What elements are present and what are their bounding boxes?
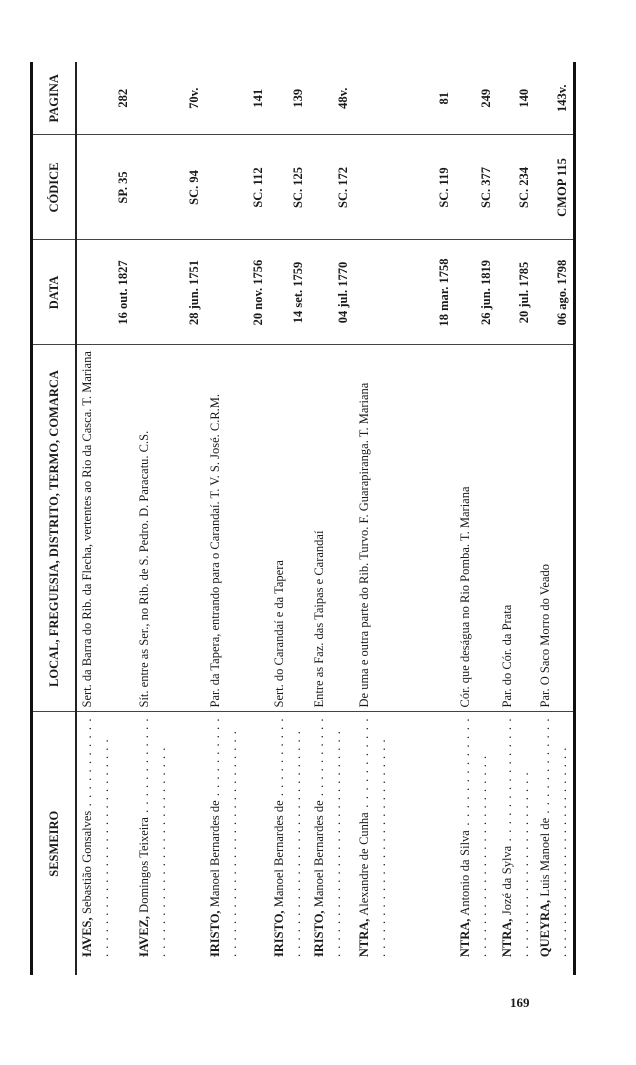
cell-local: Par. O Saco Morro do Veado (535, 345, 575, 712)
sesmeiro-surname: CHAVEZ, (137, 916, 151, 957)
cell-sesmeiro: CHRISTO, Manoel Bernardes de (269, 712, 309, 975)
sesmeiro-surname: CHRISTO, (208, 910, 222, 957)
cell-pagina: 139 (269, 62, 309, 135)
sesmeiro-surname: CIQUEYRA, (538, 899, 552, 957)
sesmeiro-surname: CINTRA, (458, 918, 472, 957)
sesmeiro-given-names: Manoel Bernardes de (272, 800, 286, 908)
cell-codice: SC. 119 (354, 135, 455, 240)
cell-pagina: 81 (354, 62, 455, 135)
cell-data: 16 out. 1827 (76, 240, 134, 345)
cell-local: Sert. da Barra do Rib. da Flecha, verten… (76, 345, 134, 712)
sesmeiro-surname: CINTRA, (500, 918, 514, 957)
cell-local: Cór. que deságua no Rio Pomba. T. Marian… (455, 345, 497, 712)
cell-pagina: 140 (497, 62, 535, 135)
cell-pagina: 249 (455, 62, 497, 135)
cell-codice: SC. 377 (455, 135, 497, 240)
sesmeiro-surname: CHAVES, (80, 917, 94, 957)
sesmeiro-given-names: Alexandre de Cunha (357, 812, 371, 916)
table-row: CINTRA, Jozé da SylvaPar. do Cór. da Pra… (497, 62, 535, 975)
header-row: SESMEIRO LOCAL, FREGUESIA, DISTRITO, TER… (31, 62, 76, 975)
cell-sesmeiro: CINTRA, Jozé da Sylva (497, 712, 535, 975)
cell-local: De uma e outra parte do Rib. Turvo. F. G… (354, 345, 455, 712)
sesmeiro-given-names: Domingos Teixeira (137, 817, 151, 913)
cell-codice: SC. 125 (269, 135, 309, 240)
table-row: CHRISTO, Manoel Bernardes deEntre as Faz… (309, 62, 354, 975)
cell-codice: SP. 35 (76, 135, 134, 240)
table-row: CHRISTO, Manoel Bernardes deSert. do Car… (269, 62, 309, 975)
cell-data: 06 ago. 1798 (535, 240, 575, 345)
cell-data: 14 set. 1759 (269, 240, 309, 345)
cell-codice: SC. 94 (134, 135, 205, 240)
cell-codice: SC. 172 (309, 135, 354, 240)
table-row: CINTRA, Alexandre de CunhaDe uma e outra… (354, 62, 455, 975)
cell-codice: CMOP 115 (535, 135, 575, 240)
sesmeiro-surname: CHRISTO, (312, 910, 326, 957)
header-codice: CÓDICE (31, 135, 76, 240)
sesmeiro-surname: CINTRA, (357, 918, 371, 957)
cell-codice: SC. 112 (205, 135, 269, 240)
sesmeiro-given-names: Luis Manoel de (538, 817, 552, 897)
cell-sesmeiro: CIQUEYRA, Luis Manoel de (535, 712, 575, 975)
cell-data: 18 mar. 1758 (354, 240, 455, 345)
page-number: 169 (510, 995, 530, 1010)
cell-local: Entre as Faz. das Taipas e Carandaí (309, 345, 354, 712)
cell-sesmeiro: CHRISTO, Manoel Bernardes de (205, 712, 269, 975)
header-data: DATA (31, 240, 76, 345)
table-row: CHRISTO, Manoel Bernardes dePar. da Tape… (205, 62, 269, 975)
cell-local: Par. do Cór. da Prata (497, 345, 535, 712)
cell-pagina: 70v. (134, 62, 205, 135)
cell-sesmeiro: CINTRA, Antonio da Silva (455, 712, 497, 975)
table-row: CHAVEZ, Domingos TeixeiraSít. entre as S… (134, 62, 205, 975)
sesmeiro-given-names: Manoel Bernardes de (312, 800, 326, 908)
cell-data: 20 nov. 1756 (205, 240, 269, 345)
sesmeiro-surname: CHRISTO, (272, 910, 286, 957)
cell-data: 26 jun. 1819 (455, 240, 497, 345)
sesmeiro-given-names: Jozé da Sylva (500, 845, 514, 916)
sesmeiro-given-names: Sebastião Gonsalves (80, 810, 94, 915)
cell-codice: SC. 234 (497, 135, 535, 240)
cell-sesmeiro: CHAVES, Sebastião Gonsalves (76, 712, 134, 975)
header-sesmeiro: SESMEIRO (31, 712, 76, 975)
cell-sesmeiro: CHAVEZ, Domingos Teixeira (134, 712, 205, 975)
cell-pagina: 141 (205, 62, 269, 135)
cell-sesmeiro: CINTRA, Alexandre de Cunha (354, 712, 455, 975)
cell-data: 28 jun. 1751 (134, 240, 205, 345)
cell-sesmeiro: CHRISTO, Manoel Bernardes de (309, 712, 354, 975)
sesmeiro-given-names: Antonio da Silva (458, 830, 472, 916)
cell-local: Par. da Tapera, entrando para o Carandaí… (205, 345, 269, 712)
cell-pagina: 48v. (309, 62, 354, 135)
cell-local: Sít. entre as Ser., no Rib. de S. Pedro.… (134, 345, 205, 712)
cell-local: Sert. do Carandaí e da Tapera (269, 345, 309, 712)
table-row: CINTRA, Antonio da SilvaCór. que deságua… (455, 62, 497, 975)
sesmeiro-given-names: Manoel Bernardes de (208, 800, 222, 908)
cell-pagina: 282 (76, 62, 134, 135)
table-row: CIQUEYRA, Luis Manoel dePar. O Saco Morr… (535, 62, 575, 975)
cell-pagina: 143v. (535, 62, 575, 135)
header-pagina: PAGINA (31, 62, 76, 135)
sesmarias-table: SESMEIRO LOCAL, FREGUESIA, DISTRITO, TER… (30, 62, 576, 975)
table-row: CHAVES, Sebastião GonsalvesSert. da Barr… (76, 62, 134, 975)
cell-data: 04 jul. 1770 (309, 240, 354, 345)
cell-data: 20 jul. 1785 (497, 240, 535, 345)
table-body: CHAVES, Sebastião GonsalvesSert. da Barr… (76, 62, 575, 975)
header-local: LOCAL, FREGUESIA, DISTRITO, TERMO, COMAR… (31, 345, 76, 712)
